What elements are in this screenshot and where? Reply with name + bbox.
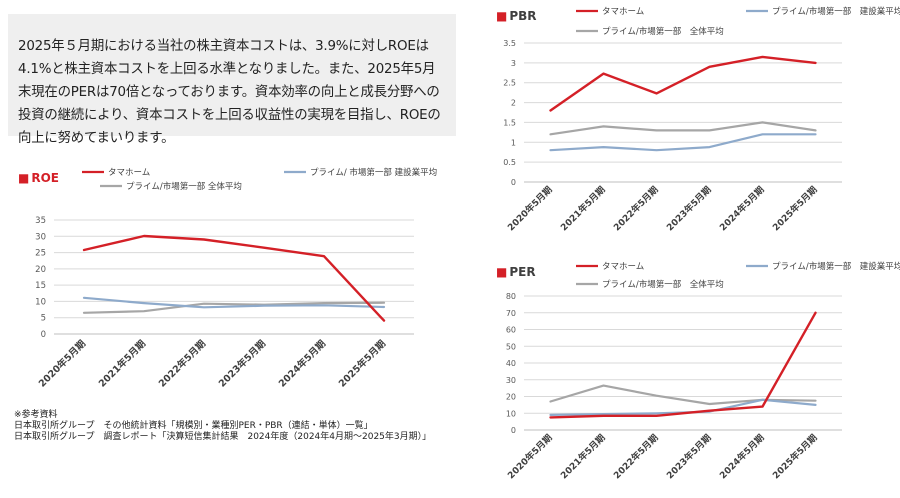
pbr-xtick-label: 2022年5月期 — [611, 184, 661, 234]
per-xtick-label: 2025年5月期 — [770, 432, 820, 482]
per-xtick-label: 2021年5月期 — [558, 432, 608, 482]
roe-ytick-label: 30 — [35, 232, 46, 242]
roe-legend-label-1: プライム/ 市場第一部 建設業平均 — [310, 167, 437, 178]
per-ytick-label: 60 — [506, 326, 516, 335]
pbr-ytick-label: 2.5 — [503, 79, 516, 88]
roe-ytick-label: 25 — [35, 249, 46, 259]
pbr-ytick-label: 2 — [511, 99, 516, 108]
per-xtick-label: 2020年5月期 — [505, 432, 555, 482]
pbr-title: ■ PBR — [496, 9, 537, 23]
pbr-ytick-label: 0 — [511, 178, 516, 187]
per-xtick-label: 2023年5月期 — [664, 432, 714, 482]
roe-svg: ■ ROE 0 5 10 15 20 25 30 35 2020年5月期 2021年5月期 2022年5… — [18, 167, 437, 390]
pbr-series-line-0 — [549, 55, 817, 112]
pbr-legend-label-2: プライム/市場第一部 全体平均 — [602, 26, 724, 37]
pbr-xtick-label: 2025年5月期 — [770, 184, 820, 234]
pbr-ytick-label: 1 — [511, 138, 516, 147]
pbr-series-line-2 — [549, 121, 817, 136]
roe-legend-label-0: タマホーム — [108, 168, 150, 178]
pbr-ytick-label: 0.5 — [503, 158, 516, 167]
per-title-marker: ■ — [496, 265, 507, 279]
pbr-title-marker: ■ — [496, 9, 507, 23]
per-series-line-0 — [549, 311, 817, 419]
pbr-ytick-label: 3.5 — [503, 39, 516, 48]
roe-title-text: ROE — [31, 171, 59, 185]
roe-ytick-label: 5 — [41, 314, 46, 324]
roe-ytick-label: 35 — [35, 216, 46, 226]
pbr-xtick-label: 2021年5月期 — [558, 184, 608, 234]
pbr-series-line-1 — [549, 133, 817, 152]
roe-legend-label-2: プライム/市場第一部 全体平均 — [126, 181, 242, 192]
roe-ytick-label: 10 — [35, 297, 46, 307]
roe-ytick-label: 0 — [41, 330, 46, 340]
roe-xtick-label: 2022年5月期 — [156, 338, 208, 390]
roe-ytick-label: 20 — [35, 265, 46, 275]
intro-text: 2025年５月期における当社の株主資本コストは、3.9%に対しROEは4.1%と… — [18, 39, 441, 146]
roe-series-line-0 — [82, 234, 386, 322]
per-legend-label-1: プライム/市場第一部 建設業平均 — [772, 261, 900, 272]
pbr-ytick-label: 1.5 — [503, 118, 516, 127]
per-legend-label-0: タマホーム — [602, 262, 644, 272]
per-ytick-label: 0 — [511, 426, 516, 435]
per-title: ■ PER — [496, 265, 536, 279]
pbr-xtick-label: 2023年5月期 — [664, 184, 714, 234]
roe-xtick-label: 2024年5月期 — [276, 338, 328, 390]
per-ytick-label: 30 — [506, 376, 516, 385]
per-xtick-label: 2024年5月期 — [717, 432, 767, 482]
intro-box: 2025年５月期における当社の株主資本コストは、3.9%に対しROEは4.1%と… — [8, 14, 456, 146]
roe-series-line-1 — [82, 296, 386, 309]
roe-chart: ■ ROE 0 5 10 15 20 25 30 35 2020年5月期 2021年5月期 2022年5… — [14, 158, 464, 408]
reference-line-2: 日本取引所グループ 調査レポート「決算短信集計結果 2024年度（2024年4月… — [14, 432, 432, 442]
roe-xtick-label: 2023年5月期 — [216, 338, 268, 390]
pbr-svg: ■ PBR 0 0.5 1 1.5 2 2.5 3 3.5 2020年5月期 2021年5月期 2022… — [496, 6, 900, 234]
per-title-text: PER — [509, 265, 535, 279]
per-ytick-label: 80 — [506, 292, 516, 301]
per-chart: ■ PER 0 10 20 30 40 50 60 70 80 2020年5月期 2021年5月期 202… — [486, 258, 900, 496]
pbr-ytick-label: 3 — [511, 59, 516, 68]
roe-xtick-label: 2021年5月期 — [96, 338, 148, 390]
references-heading: ※参考資料 — [14, 410, 58, 420]
roe-xtick-label: 2025年5月期 — [336, 338, 388, 390]
per-ytick-label: 10 — [506, 409, 516, 418]
pbr-legend-label-0: タマホーム — [602, 7, 644, 17]
roe-title: ■ ROE — [18, 171, 59, 185]
pbr-title-text: PBR — [509, 9, 536, 23]
pbr-xtick-label: 2020年5月期 — [505, 184, 555, 234]
roe-title-marker: ■ — [18, 171, 29, 185]
per-ytick-label: 20 — [506, 393, 516, 402]
roe-xtick-label: 2020年5月期 — [36, 338, 88, 390]
references: ※参考資料 日本取引所グループ その他統計資料「規模別・業種別PER・PBR（連… — [14, 410, 484, 443]
pbr-xtick-label: 2024年5月期 — [717, 184, 767, 234]
per-ytick-label: 50 — [506, 342, 516, 351]
pbr-chart: ■ PBR 0 0.5 1 1.5 2 2.5 3 3.5 2020年5月期 2021年5月期 2022… — [486, 2, 900, 248]
roe-ytick-label: 15 — [35, 281, 46, 291]
roe-series-line-2 — [82, 301, 386, 314]
pbr-legend-label-1: プライム/市場第一部 建設業平均 — [772, 6, 900, 17]
per-xtick-label: 2022年5月期 — [611, 432, 661, 482]
reference-line-1: 日本取引所グループ その他統計資料「規模別・業種別PER・PBR（連結・単体）一… — [14, 421, 373, 431]
per-ytick-label: 70 — [506, 309, 516, 318]
per-ytick-label: 40 — [506, 359, 516, 368]
per-legend-label-2: プライム/市場第一部 全体平均 — [602, 279, 724, 290]
